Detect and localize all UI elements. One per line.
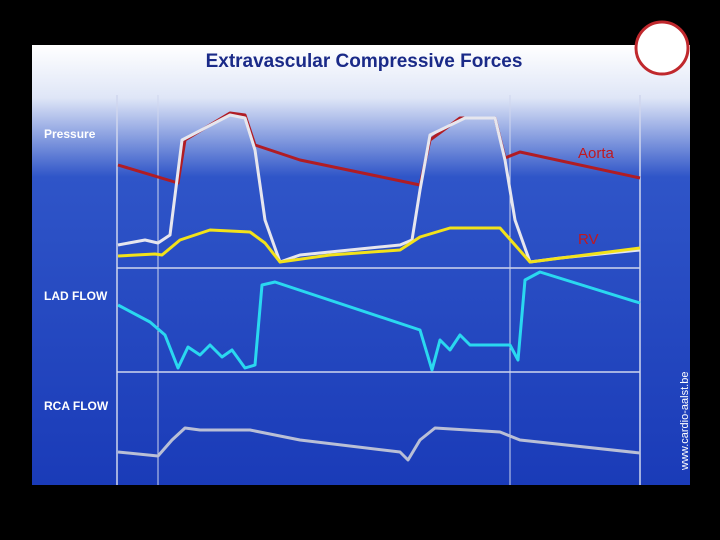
rv-trace: [117, 226, 641, 264]
waveforms: [117, 111, 641, 462]
lv-trace: [117, 113, 641, 264]
frame-lines: [116, 95, 641, 485]
panel-label: LAD FLOW: [44, 289, 108, 303]
panel-label: Pressure: [44, 127, 96, 141]
logo: [634, 20, 690, 76]
watermark: www.cardio-aalst.be: [679, 372, 691, 471]
rca-trace: [117, 426, 641, 462]
panel-label: RCA FLOW: [44, 399, 109, 413]
trace-label: RV: [578, 231, 599, 248]
trace-label: Aorta: [578, 145, 615, 162]
lad-trace: [117, 270, 641, 372]
slide-gradient: [32, 45, 690, 485]
slide-title: Extravascular Compressive Forces: [206, 51, 523, 72]
